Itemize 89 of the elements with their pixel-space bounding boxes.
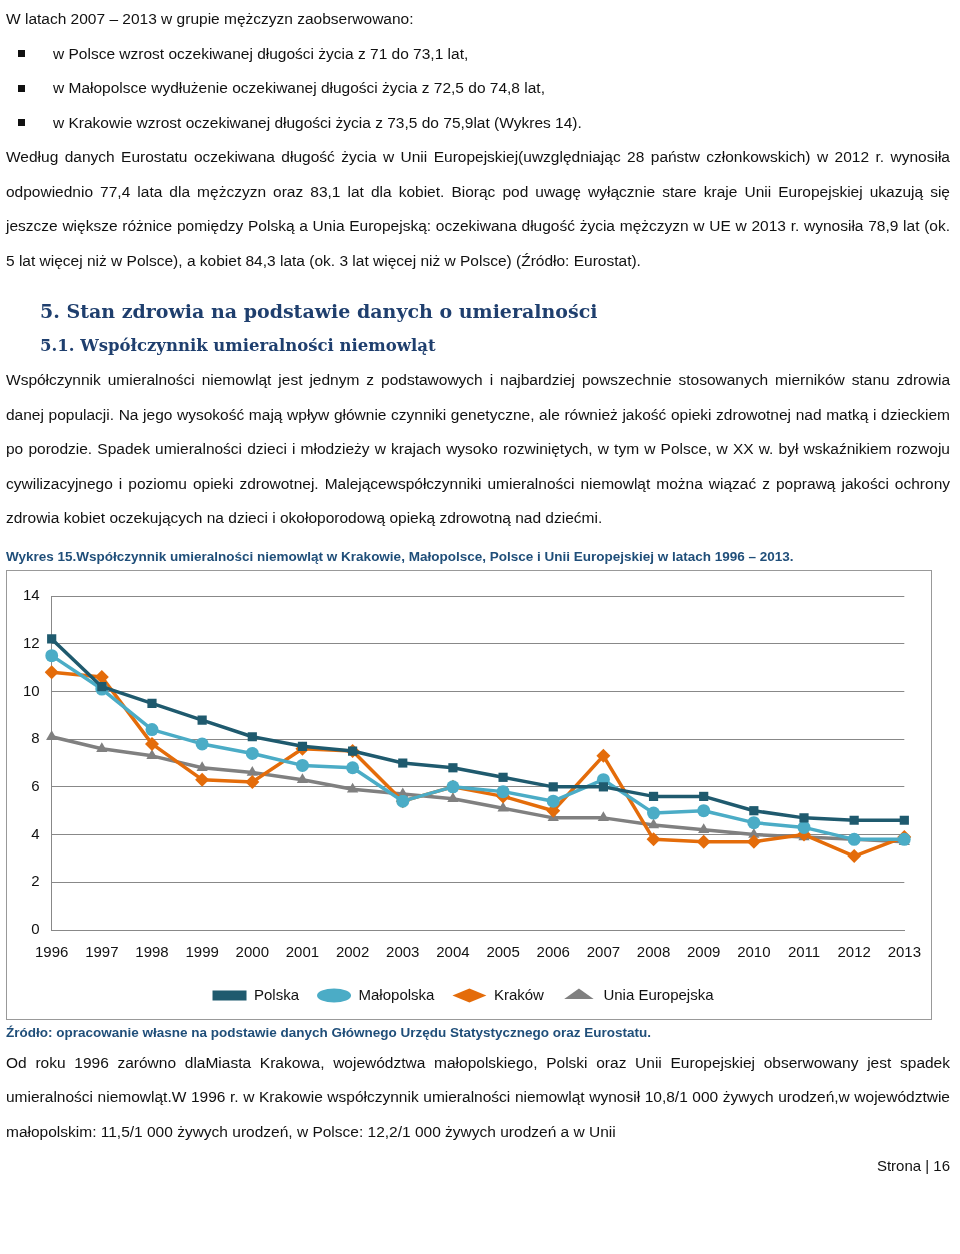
x-tick-label: 2008 (636, 942, 671, 960)
x-tick-label: 2009 (687, 942, 721, 960)
point (698, 822, 710, 833)
point (746, 834, 761, 849)
point (96, 741, 108, 752)
y-tick-label: 14 (23, 585, 40, 603)
text: Strona | 16 (875, 1156, 950, 1176)
text: 5.1. Współczynnik umieralności niemowląt (40, 334, 437, 357)
x-tick-label: 2000 (235, 942, 269, 960)
point (647, 806, 661, 820)
point (144, 736, 159, 751)
point (749, 805, 759, 815)
point (646, 831, 661, 846)
text: w Krakowie wzrost oczekiwanej długości życia z 73,5 do 75,9lat (Wykres 14). (53, 112, 582, 133)
point (45, 648, 59, 662)
point (197, 714, 207, 725)
point (97, 681, 107, 691)
text: W latach 2007 – 2013 w grupie mężczyzn zaobserwowano: (6, 9, 415, 29)
point (44, 664, 59, 679)
x-tick-label: 1998 (135, 942, 169, 960)
point (296, 772, 309, 783)
x-tick-label: 1996 (35, 942, 69, 960)
x-tick-label: 2005 (486, 942, 520, 960)
y-tick-label: 6 (31, 776, 40, 794)
x-tick-label: 2006 (536, 942, 570, 960)
text: Współczynnik umieralności niemowląt jest jednym z podstawowych i najbardziej powszechnie stosowanych mierników stanu zdrowia danej populacji. Na jego wysokość mają wpływ głównie czynniki genetyczne, ale również jakość opieki zdrowotnej nad matką i dzieckiem po porodzie. Spadek umieralności dzieci i młodzieży w krajach wysoko rozwiniętych, w tym w Polsce, w XX w. był wskaźnikiem rozwoju cywilizacyjnego i poziomu opieki zdrowotnej. Malejącewspółczynniki umieralności niemowląt można wiązać z poprawą jakości ochrony zdrowia kobiet oczekujących na dzieci i okołoporodową opieką zdrowotną nad dziećmi. (6, 370, 950, 528)
point (498, 772, 508, 782)
point (245, 746, 259, 760)
y-tick-label: 8 (31, 728, 40, 746)
y-tick-label: 2 (31, 871, 40, 889)
point (246, 765, 258, 776)
point (147, 698, 157, 708)
point (747, 815, 761, 829)
point (598, 781, 608, 791)
y-tick-label: 0 (31, 919, 40, 937)
point (696, 834, 711, 849)
x-tick-label: 2012 (837, 942, 871, 960)
x-tick-label: 2001 (285, 942, 320, 960)
point (699, 791, 709, 801)
legend-label: Unia Europejska (603, 985, 715, 1003)
point (799, 812, 809, 822)
x-tick-label: 2013 (887, 942, 921, 960)
legend-label: Polska (254, 985, 300, 1003)
x-tick-label: 2010 (737, 942, 771, 960)
point (346, 782, 359, 792)
legend-label: Kraków (493, 985, 545, 1003)
point (398, 757, 408, 768)
point (295, 758, 309, 772)
point (247, 731, 257, 741)
point (245, 774, 260, 789)
x-tick-label: 2007 (586, 942, 621, 960)
point (195, 736, 209, 750)
x-tick-label: 2002 (335, 942, 370, 960)
text: Od roku 1996 zarówno dlaMiasta Krakowa, województwa małopolskiego, Polski oraz Unii Europejskiej obserwowany jest spadek umieralności niemowląt.W 1996 r. w Krakowie współczynnik umieralności niemowląt wynosił 10,8/1 000 żywych urodzeń,w województwie małopolskim: 11,5/1 000 żywych urodzeń, w Polsce: 12,2/1 000 żywych urodzeń a w Unii (6, 1052, 950, 1142)
point (648, 791, 659, 801)
point (899, 815, 909, 825)
text: Według danych Eurostatu oczekiwana długość życia w Unii Europejskiej(uwzględniając 28 państw członkowskich) w 2012 r. wynosiła odpowiednio 77,4 lata dla mężczyzn oraz 83,1 lat dla kobiet. Biorąc pod uwagę wyłącznie stare kraje Unii Europejskiej ukazują się jeszcze większe różnice pomiędzy Polską a Unia Europejską: oczekiwana długość życia mężczyzn w UE w 2013 r. wynosiła 78,9 lat (ok. 5 lat więcej niż w Polsce), a kobiet 84,3 lata (ok. 3 lat więcej niż w Polsce) (Źródło: Eurostat). (6, 147, 950, 271)
text: w Małopolsce wydłużenie oczekiwanej długości życia z 72,5 do 74,8 lat, (53, 78, 545, 98)
point (47, 633, 57, 644)
point (346, 760, 360, 774)
point (94, 669, 109, 684)
x-tick-label: 2004 (436, 942, 470, 960)
chart-title: Wykres 15.Współczynnik umieralności niemowląt w Krakowie, Małopolsce, Polsce i Unii Europejskiej w latach 1996 – 2013. (6, 547, 795, 566)
point (697, 803, 711, 817)
point (195, 772, 210, 787)
point (849, 815, 859, 825)
text: 5. Stan zdrowia na podstawie danych o umieralności (40, 299, 599, 324)
point (847, 848, 862, 863)
point (647, 818, 660, 828)
x-tick-label: 1999 (185, 942, 219, 960)
y-tick-label: 10 (23, 681, 40, 699)
x-tick-label: 2003 (386, 942, 420, 960)
x-tick-label: 2011 (787, 942, 821, 960)
point (546, 794, 560, 808)
x-tick-label: 1997 (85, 942, 119, 960)
text: Źródło: opracowanie własne na podstawie danych Głównego Urzędu Statystycznego oraz Eurostatu. (6, 1023, 653, 1042)
point (448, 762, 458, 772)
point (145, 722, 159, 736)
point (497, 801, 509, 812)
point (596, 748, 611, 763)
point (597, 810, 610, 821)
point (496, 784, 510, 798)
y-tick-label: 12 (23, 633, 40, 651)
point (297, 741, 308, 751)
text: w Polsce wzrost oczekiwanej długości życia z 71 do 73,1 lat, (53, 43, 469, 64)
point (196, 760, 208, 771)
legend-label: Małopolska (358, 985, 436, 1003)
y-tick-label: 4 (31, 824, 40, 842)
point (548, 781, 558, 791)
